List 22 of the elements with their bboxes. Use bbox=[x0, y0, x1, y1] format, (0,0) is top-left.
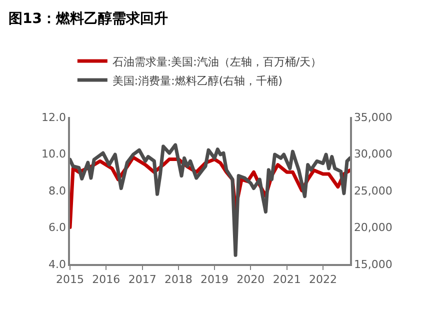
x-tick-label: 2016 bbox=[92, 272, 120, 286]
y-tick-label: 12.0 bbox=[42, 110, 66, 124]
chart-title: 图13：燃料乙醇需求回升 bbox=[8, 10, 168, 28]
y-tick-label: 10.0 bbox=[42, 148, 66, 161]
y-tick-label: 4.0 bbox=[48, 258, 66, 271]
x-tick-label: 2021 bbox=[272, 272, 301, 286]
x-tick-label: 2022 bbox=[308, 272, 337, 286]
x-tick-label: 2018 bbox=[164, 272, 192, 286]
y-tick-label: 8.0 bbox=[48, 184, 66, 198]
legend-label: 石油需求量:美国:汽油（左轴，百万桶/天） bbox=[112, 55, 322, 68]
x-tick-label: 2015 bbox=[56, 272, 84, 286]
y2-tick-label: 15,000 bbox=[354, 258, 392, 271]
x-tick-label: 2017 bbox=[128, 272, 156, 286]
x-tick-label: 2020 bbox=[236, 272, 265, 286]
y2-tick-label: 35,000 bbox=[354, 110, 392, 124]
y2-tick-label: 20,000 bbox=[354, 221, 392, 234]
x-tick-label: 2019 bbox=[200, 272, 229, 286]
y-tick-label: 6.0 bbox=[48, 221, 66, 234]
y2-tick-label: 25,000 bbox=[354, 184, 392, 198]
y2-tick-label: 30,000 bbox=[354, 148, 392, 161]
line-series bbox=[70, 143, 350, 257]
legend-label: 美国:消费量:燃料乙醇(右轴，千桶) bbox=[112, 74, 282, 88]
